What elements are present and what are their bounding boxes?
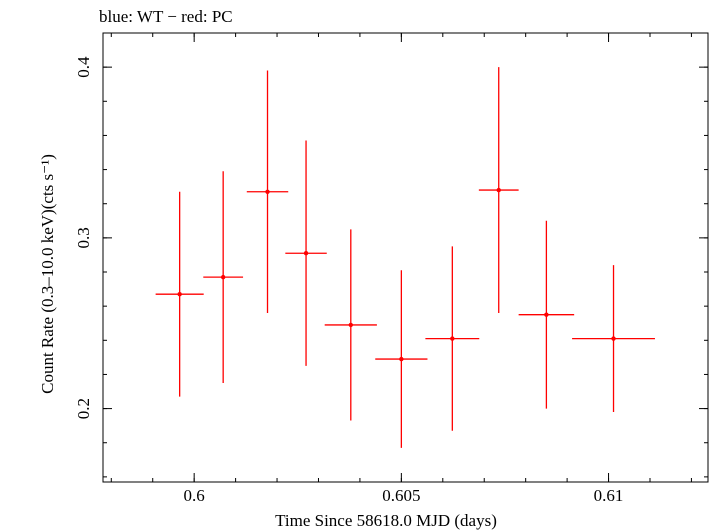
x-tick-label: 0.6 bbox=[184, 486, 205, 505]
point-marker bbox=[496, 187, 501, 193]
point-marker bbox=[399, 356, 404, 362]
y-tick-label: 0.3 bbox=[74, 227, 93, 248]
point-marker bbox=[611, 336, 616, 341]
data-point bbox=[518, 220, 575, 409]
data-point bbox=[324, 229, 377, 421]
point-marker bbox=[177, 292, 182, 297]
y-tick-label: 0.4 bbox=[74, 56, 93, 78]
data-point bbox=[425, 246, 480, 431]
y-tick-label: 0.2 bbox=[74, 398, 93, 419]
axes bbox=[102, 32, 709, 483]
point-marker bbox=[348, 322, 354, 328]
data-points bbox=[155, 67, 655, 448]
data-point bbox=[155, 191, 204, 397]
data-point bbox=[203, 171, 244, 383]
plot-frame bbox=[102, 32, 709, 483]
point-marker bbox=[544, 312, 549, 317]
point-marker bbox=[450, 336, 455, 341]
point-marker bbox=[303, 251, 309, 256]
point-marker bbox=[220, 274, 226, 280]
data-point bbox=[246, 70, 289, 313]
data-point bbox=[375, 270, 428, 448]
axis-ticks: 0.6 0.605 0.61 0.2 0.3 0.4 bbox=[74, 33, 708, 505]
chart-title: blue: WT − red: PC bbox=[99, 7, 233, 26]
x-axis-label: Time Since 58618.0 MJD (days) bbox=[275, 511, 497, 530]
y-axis-label: Count Rate (0.3–10.0 keV)(cts s⁻¹) bbox=[38, 154, 57, 394]
data-point bbox=[572, 265, 655, 413]
data-point bbox=[478, 67, 519, 313]
data-point bbox=[285, 140, 327, 366]
point-marker bbox=[265, 189, 270, 194]
x-tick-label: 0.61 bbox=[594, 486, 624, 505]
x-tick-label: 0.605 bbox=[382, 486, 420, 505]
